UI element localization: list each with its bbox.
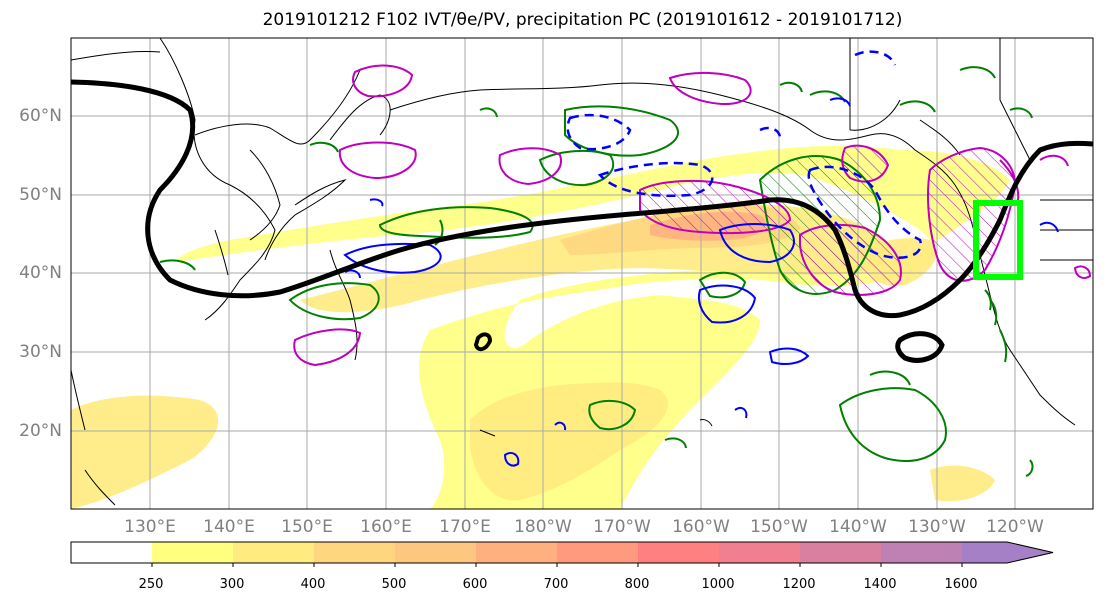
lon-label: 170°E (439, 517, 491, 537)
colorbar-segment (719, 542, 800, 563)
jet-small-contour (473, 332, 493, 352)
lat-label: 20°N (19, 421, 62, 441)
colorbar-segment (233, 542, 314, 563)
colorbar-segment (71, 542, 152, 563)
colorbar-segment (881, 542, 962, 563)
colorbar-tick-label: 500 (381, 577, 407, 592)
lon-label: 130°W (908, 517, 966, 537)
jet-closed-contour (895, 331, 945, 363)
pv-contours (343, 97, 1059, 467)
lat-label: 30°N (19, 342, 62, 362)
colorbar-tick-label: 1200 (782, 577, 816, 592)
lon-label: 170°W (593, 517, 651, 537)
colorbar-segment (800, 542, 881, 563)
colorbar-segment (395, 542, 476, 563)
colorbar-frame (70, 541, 1054, 564)
lat-label: 40°N (19, 263, 62, 283)
lon-label: 120°W (986, 517, 1044, 537)
colorbar-segment (962, 542, 1053, 563)
colorbar-segment (314, 542, 395, 563)
colorbar-segment (476, 542, 557, 563)
lon-label: 160°E (360, 517, 412, 537)
target-region-box (973, 200, 1023, 280)
colorbar-tick-label: 700 (543, 577, 569, 592)
colorbar-tick-label: 300 (219, 577, 245, 592)
pv-contours-dashed (566, 50, 922, 259)
colorbar-tick-label: 1600 (944, 577, 978, 592)
precip-contours (293, 64, 1092, 367)
colorbar-segment (152, 542, 233, 563)
hatched-areas (639, 144, 1017, 296)
lat-label: 60°N (19, 106, 62, 126)
lon-label: 150°E (281, 517, 333, 537)
map-title: 2019101212 F102 IVT/θe/PV, precipitation… (262, 10, 903, 30)
colorbar-tick-label: 250 (138, 577, 164, 592)
lon-label: 160°W (672, 517, 730, 537)
colorbar-tick-label: 400 (300, 577, 326, 592)
graticule (71, 38, 1093, 509)
colorbar-tick-label: 600 (462, 577, 488, 592)
colorbar-segment (638, 542, 719, 563)
colorbar-tick-label: 1000 (701, 577, 735, 592)
lon-label: 130°E (124, 517, 176, 537)
lon-label: 140°W (829, 517, 887, 537)
colorbar-tick-label: 800 (624, 577, 650, 592)
lon-label: 140°E (203, 517, 255, 537)
colorbar (70, 541, 1054, 567)
colorbar-segment (557, 542, 638, 563)
lat-label: 50°N (19, 185, 62, 205)
lon-label: 180°W (514, 517, 572, 537)
lon-label: 150°W (750, 517, 808, 537)
colorbar-tick-label: 1400 (863, 577, 897, 592)
map-frame (70, 37, 1094, 510)
